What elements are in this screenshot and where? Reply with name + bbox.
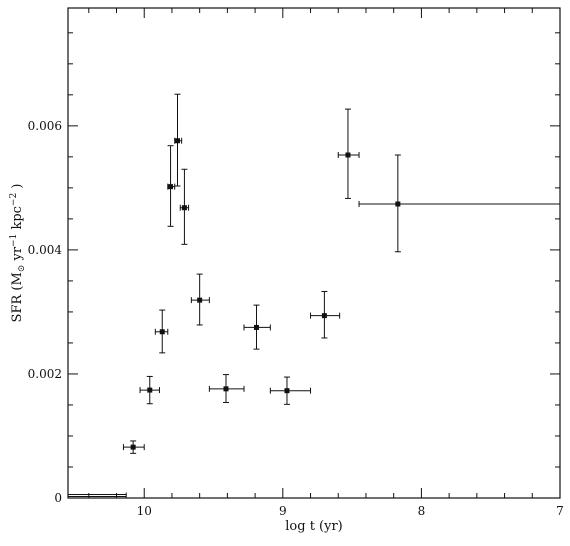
data-point [167,145,176,227]
point-marker [147,387,153,393]
point-marker [181,205,187,211]
plot-frame [67,7,561,499]
data-point [243,304,271,350]
y-axis-title-mid: yr [10,246,25,264]
point-marker [284,388,290,394]
y-tick-label: 0.006 [28,119,62,133]
x-tick-label: 8 [418,504,426,518]
x-tick-label: 7 [556,504,564,518]
y-tick-label: 0.002 [28,367,62,381]
y-axis-title-exp1: −1 [9,234,19,247]
y-tick-label: 0 [54,491,62,505]
y-axis-title-mid2: kpc [10,206,25,234]
data-point [310,290,341,339]
x-tick-label: 9 [279,504,287,518]
point-marker [253,324,259,330]
x-axis-title: log t (yr) [285,519,343,534]
point-marker [321,313,327,319]
axis-ticks [68,8,561,499]
y-axis-title-sun: ⊙ [17,265,27,273]
point-marker [223,386,229,392]
data-point [269,376,312,405]
point-marker [130,444,136,450]
y-axis-title: SFR (M⊙ yr−1 kpc−2 ) [9,184,27,323]
point-marker [168,184,174,190]
point-marker [197,297,203,303]
data-point [154,309,169,354]
point-marker [159,329,165,335]
baseline-segment [68,492,127,499]
x-tick-label: 10 [137,504,152,518]
y-axis-title-main: SFR (M [10,272,25,322]
data-points [68,93,561,499]
y-axis-title-end: ) [10,184,25,193]
data-point [174,93,183,187]
data-point [208,374,245,403]
data-point [179,168,190,245]
data-point [337,108,360,199]
point-marker [174,138,180,144]
y-axis-title-exp2: −2 [9,193,19,206]
point-marker [345,152,351,158]
axis-tick-labels: 10 9 8 7 0 0.002 0.004 0.006 [28,119,564,518]
data-point [139,375,160,405]
data-point [358,154,561,253]
data-point [190,273,210,326]
data-point [122,440,145,454]
y-tick-label: 0.004 [28,243,63,257]
point-marker [395,201,401,207]
